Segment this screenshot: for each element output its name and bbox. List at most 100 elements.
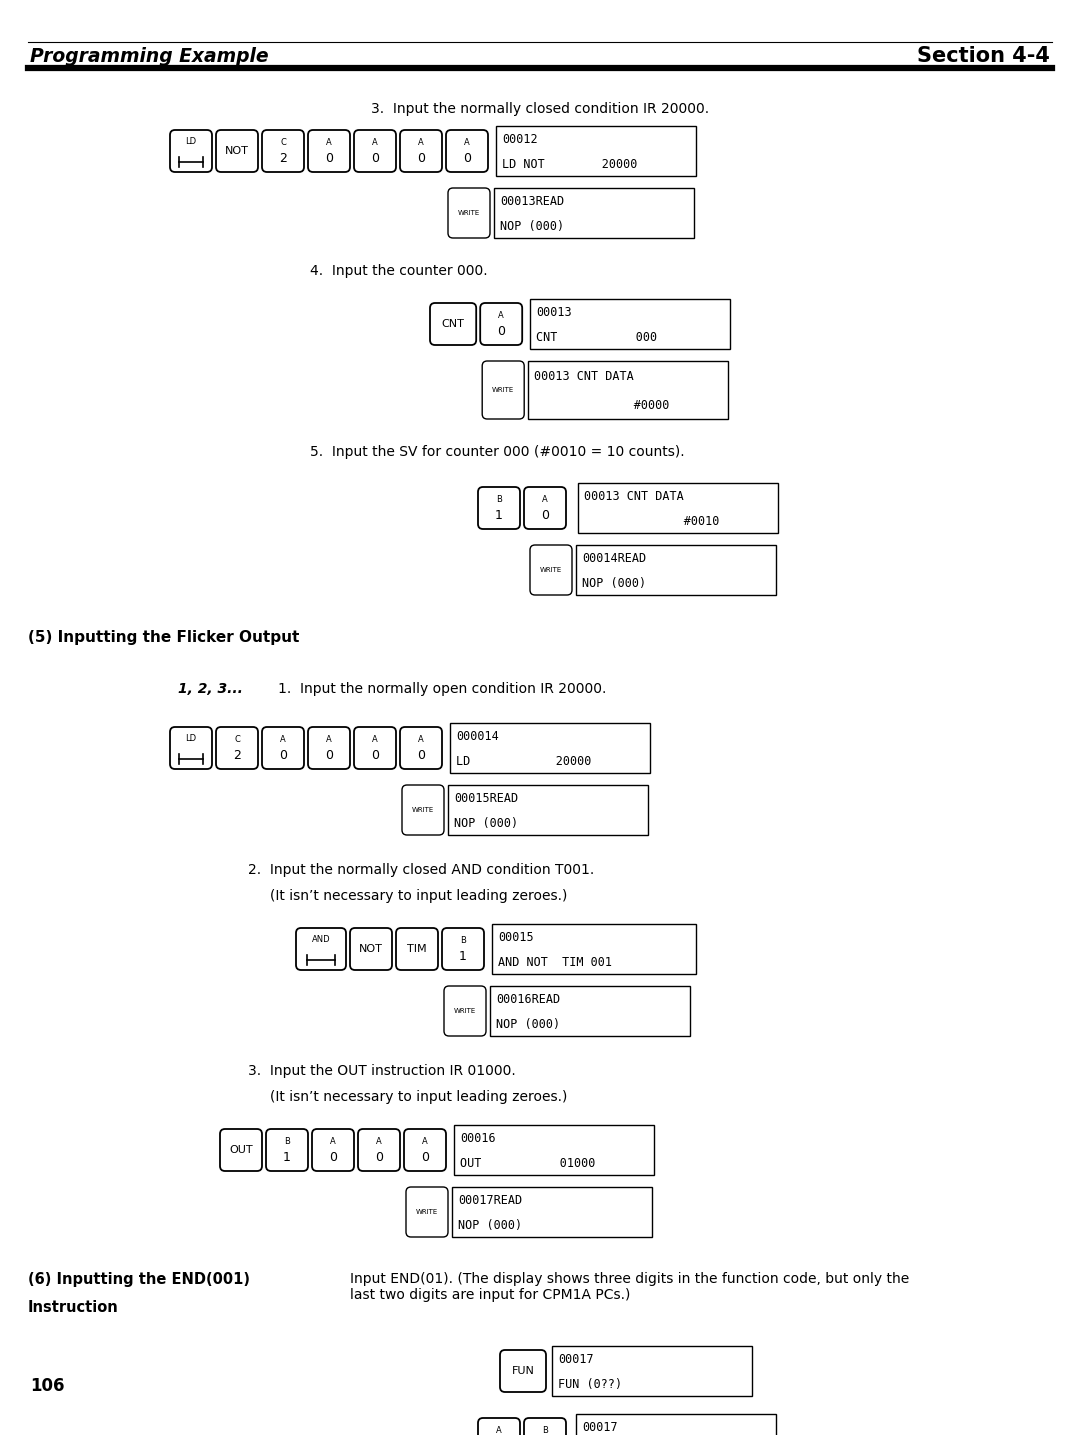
- Bar: [453, 1187, 652, 1237]
- FancyBboxPatch shape: [350, 928, 392, 970]
- Bar: [576, 1413, 777, 1435]
- Bar: [494, 188, 694, 238]
- Text: A: A: [373, 735, 378, 745]
- Text: 2: 2: [279, 152, 287, 165]
- Text: FUN: FUN: [512, 1366, 535, 1376]
- Text: A: A: [376, 1137, 382, 1147]
- Text: TIM: TIM: [407, 944, 427, 954]
- Text: WRITE: WRITE: [492, 387, 514, 393]
- Text: C: C: [280, 138, 286, 148]
- Text: 0: 0: [325, 749, 333, 762]
- Text: LD            20000: LD 20000: [456, 755, 592, 768]
- FancyBboxPatch shape: [308, 131, 350, 172]
- Text: 1: 1: [495, 509, 503, 522]
- Text: 0: 0: [279, 749, 287, 762]
- Text: A: A: [330, 1137, 336, 1147]
- Text: Input END(01). (The display shows three digits in the function code, but only th: Input END(01). (The display shows three …: [350, 1271, 909, 1302]
- FancyBboxPatch shape: [448, 188, 490, 238]
- Bar: [576, 545, 777, 596]
- FancyBboxPatch shape: [400, 131, 442, 172]
- Text: (It isn’t necessary to input leading zeroes.): (It isn’t necessary to input leading zer…: [248, 1091, 567, 1104]
- Text: A: A: [326, 735, 332, 745]
- Text: NOP (000): NOP (000): [582, 577, 646, 590]
- Text: Instruction: Instruction: [28, 1300, 119, 1314]
- FancyBboxPatch shape: [308, 728, 350, 769]
- Text: 5.  Input the SV for counter 000 (#0010 = 10 counts).: 5. Input the SV for counter 000 (#0010 =…: [310, 445, 685, 459]
- Text: 1: 1: [459, 950, 467, 963]
- Text: 00012: 00012: [502, 133, 538, 146]
- Text: AND NOT  TIM 001: AND NOT TIM 001: [498, 956, 612, 969]
- Text: 00015READ: 00015READ: [454, 792, 518, 805]
- Text: B: B: [284, 1137, 289, 1147]
- Text: 000014: 000014: [456, 730, 499, 743]
- Text: 2.  Input the normally closed AND condition T001.: 2. Input the normally closed AND conditi…: [248, 862, 594, 877]
- Text: FUN (0??): FUN (0??): [558, 1378, 622, 1392]
- Text: C: C: [234, 735, 240, 745]
- FancyBboxPatch shape: [482, 362, 524, 419]
- Text: WRITE: WRITE: [454, 1007, 476, 1015]
- Text: A: A: [418, 735, 423, 745]
- FancyBboxPatch shape: [216, 131, 258, 172]
- FancyBboxPatch shape: [446, 131, 488, 172]
- Text: #0000: #0000: [535, 399, 670, 412]
- Text: 0: 0: [541, 509, 549, 522]
- FancyBboxPatch shape: [266, 1129, 308, 1171]
- Text: 00013 CNT DATA: 00013 CNT DATA: [535, 370, 634, 383]
- FancyBboxPatch shape: [357, 1129, 400, 1171]
- Text: 00017: 00017: [558, 1353, 594, 1366]
- Text: OUT: OUT: [229, 1145, 253, 1155]
- Text: 1, 2, 3...: 1, 2, 3...: [178, 682, 243, 696]
- Text: 0: 0: [417, 152, 426, 165]
- FancyBboxPatch shape: [406, 1187, 448, 1237]
- Text: 00016: 00016: [460, 1132, 496, 1145]
- FancyBboxPatch shape: [312, 1129, 354, 1171]
- FancyBboxPatch shape: [430, 303, 476, 344]
- FancyBboxPatch shape: [524, 1418, 566, 1435]
- FancyBboxPatch shape: [262, 728, 303, 769]
- Text: NOP (000): NOP (000): [454, 818, 518, 831]
- Text: B: B: [496, 495, 502, 504]
- Text: 0: 0: [463, 152, 471, 165]
- FancyBboxPatch shape: [170, 131, 212, 172]
- Text: LD NOT        20000: LD NOT 20000: [502, 158, 637, 171]
- Text: (5) Inputting the Flicker Output: (5) Inputting the Flicker Output: [28, 630, 299, 644]
- Text: 00013 CNT DATA: 00013 CNT DATA: [584, 491, 684, 504]
- Text: A: A: [464, 138, 470, 148]
- Text: LD: LD: [186, 138, 197, 146]
- Text: 3.  Input the OUT instruction IR 01000.: 3. Input the OUT instruction IR 01000.: [248, 1063, 516, 1078]
- FancyBboxPatch shape: [444, 986, 486, 1036]
- Text: 00016READ: 00016READ: [496, 993, 561, 1006]
- FancyBboxPatch shape: [402, 785, 444, 835]
- Text: A: A: [496, 1426, 502, 1435]
- Text: A: A: [326, 138, 332, 148]
- Text: OUT           01000: OUT 01000: [460, 1157, 595, 1171]
- Text: 106: 106: [30, 1378, 65, 1395]
- Text: 00013: 00013: [536, 306, 571, 319]
- Text: 0: 0: [372, 152, 379, 165]
- Text: NOT: NOT: [359, 944, 383, 954]
- Text: NOP (000): NOP (000): [500, 220, 564, 234]
- Text: A: A: [418, 138, 423, 148]
- Text: A: A: [498, 311, 504, 320]
- Text: A: A: [422, 1137, 428, 1147]
- Text: A: A: [373, 138, 378, 148]
- Text: Programming Example: Programming Example: [30, 46, 269, 66]
- Bar: [450, 723, 650, 773]
- Bar: [552, 1346, 752, 1396]
- Bar: [490, 986, 690, 1036]
- FancyBboxPatch shape: [530, 545, 572, 596]
- Text: NOP (000): NOP (000): [458, 1220, 522, 1233]
- Text: AND: AND: [312, 936, 330, 944]
- Text: #0010: #0010: [584, 515, 719, 528]
- Text: 0: 0: [325, 152, 333, 165]
- Text: 00015: 00015: [498, 931, 534, 944]
- Text: 00014READ: 00014READ: [582, 552, 646, 565]
- Bar: [448, 785, 648, 835]
- Text: 0: 0: [329, 1151, 337, 1164]
- FancyBboxPatch shape: [396, 928, 438, 970]
- Text: 0: 0: [375, 1151, 383, 1164]
- FancyBboxPatch shape: [481, 303, 523, 344]
- Text: WRITE: WRITE: [411, 806, 434, 814]
- Text: 1: 1: [283, 1151, 291, 1164]
- Text: A: A: [280, 735, 286, 745]
